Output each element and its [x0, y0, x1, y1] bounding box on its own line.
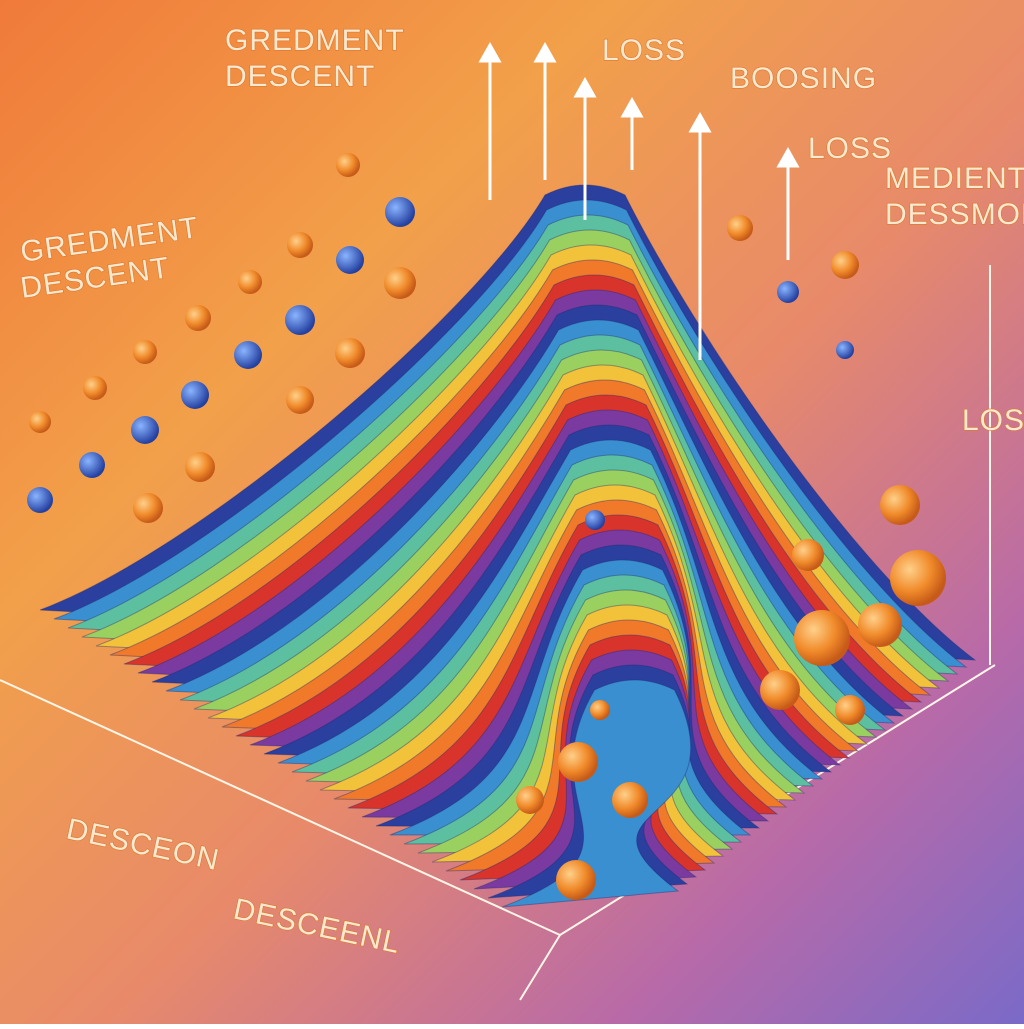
- label-text: DESCEENL: [231, 893, 404, 961]
- label-text: LOSS: [962, 404, 1024, 437]
- drop: [585, 510, 605, 530]
- drop: [285, 305, 315, 335]
- sphere: [286, 386, 314, 414]
- drop: [234, 341, 262, 369]
- arrow-head: [533, 41, 557, 63]
- sphere: [287, 232, 313, 258]
- drop: [27, 487, 53, 513]
- label-text: LOSS: [602, 34, 686, 67]
- sphere: [516, 786, 544, 814]
- sphere: [133, 340, 157, 364]
- drop: [777, 281, 799, 303]
- arrow-head: [688, 111, 712, 133]
- sphere: [83, 376, 107, 400]
- sphere: [890, 550, 946, 606]
- sphere: [590, 700, 610, 720]
- loss-surface: [39, 184, 977, 908]
- arrow-head: [776, 146, 800, 168]
- sphere: [556, 860, 596, 900]
- arrows: [478, 41, 800, 360]
- sphere: [794, 610, 850, 666]
- sphere: [727, 215, 753, 241]
- label-text: DESCENT: [225, 60, 375, 93]
- sphere: [238, 270, 262, 294]
- label-text: DESSMON: [885, 198, 1024, 231]
- sphere: [185, 452, 215, 482]
- sphere: [858, 603, 902, 647]
- sphere: [880, 485, 920, 525]
- sphere: [831, 251, 859, 279]
- sphere: [384, 267, 416, 299]
- label-text: MEDIENT: [885, 162, 1024, 195]
- drop: [79, 452, 105, 478]
- sphere: [336, 153, 360, 177]
- sphere: [185, 305, 211, 331]
- drop: [385, 197, 415, 227]
- sphere: [335, 338, 365, 368]
- sphere: [835, 695, 865, 725]
- drop: [181, 381, 209, 409]
- drop: [131, 416, 159, 444]
- arrow-head: [478, 41, 502, 63]
- sphere: [760, 670, 800, 710]
- sphere: [29, 411, 51, 433]
- sphere: [558, 742, 598, 782]
- label-text: GREDMENT: [225, 24, 405, 57]
- label-text: LOSS: [808, 132, 892, 165]
- ridge: [501, 679, 692, 908]
- sphere: [792, 539, 824, 571]
- label-text: DESCEON: [64, 813, 223, 878]
- sphere: [133, 493, 163, 523]
- floor-axes: [0, 265, 996, 1001]
- label-text: BOOSING: [730, 62, 877, 95]
- arrow-head: [573, 76, 597, 98]
- drop: [836, 341, 854, 359]
- sphere: [612, 782, 648, 818]
- spheres: [27, 153, 946, 900]
- arrow-head: [620, 96, 644, 118]
- drop: [336, 246, 364, 274]
